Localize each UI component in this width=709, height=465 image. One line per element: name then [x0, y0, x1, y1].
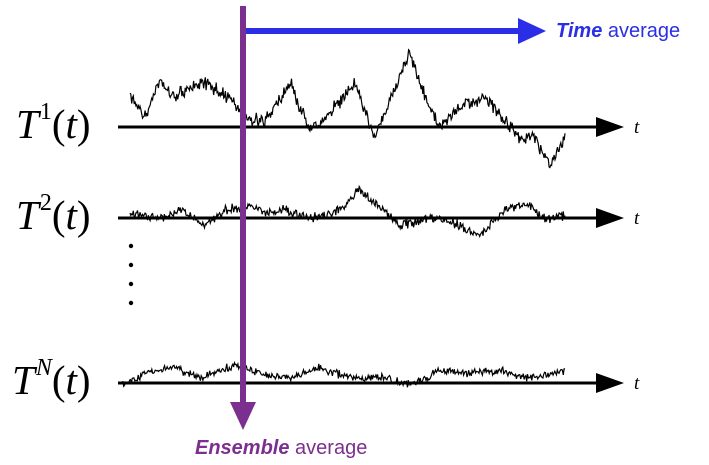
row-label-n: TN(t) [12, 355, 91, 403]
ensemble-average-label: Ensemble average [195, 437, 367, 460]
ensemble-average-arrow [230, 6, 256, 430]
axis-arrow-head [596, 208, 624, 228]
axis-label-t-1: t [634, 117, 640, 138]
time-average-arrow [246, 18, 546, 44]
trace-row-1 [129, 48, 566, 169]
trace-row-n [121, 360, 566, 388]
time-average-emphasis: Time [556, 20, 603, 42]
axis-arrow-head [596, 373, 624, 393]
axis-row-n [118, 373, 624, 393]
axis-label-t-n: t [634, 373, 640, 394]
trace-row-2 [129, 184, 566, 239]
time-average-rest: average [602, 20, 681, 42]
axis-row-1 [118, 117, 624, 137]
row-label-1: T1(t) [16, 99, 91, 147]
time-average-label: Time average [556, 20, 680, 43]
row-label-2: T2(t) [16, 190, 91, 238]
ensemble-average-rest: average [289, 437, 368, 459]
axis-row-2 [118, 208, 624, 228]
axis-label-t-2: t [634, 208, 640, 229]
axis-arrow-head [596, 117, 624, 137]
vertical-ellipsis [128, 243, 134, 306]
ensemble-average-emphasis: Ensemble [195, 437, 290, 459]
